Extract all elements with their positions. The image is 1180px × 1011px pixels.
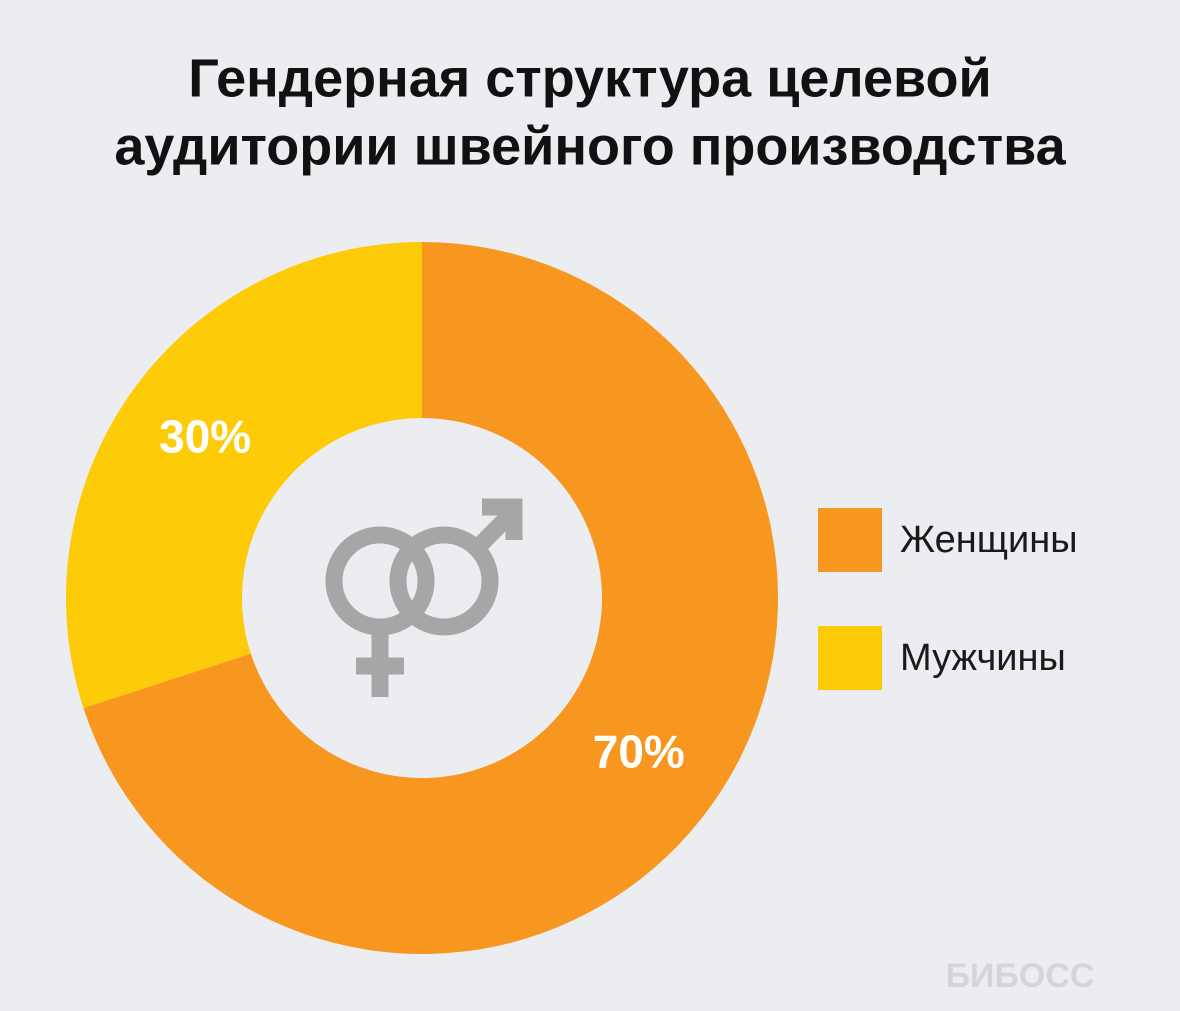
legend-label: Женщины (900, 519, 1078, 561)
watermark: БИБОСС (946, 957, 1095, 995)
legend-swatch (818, 508, 882, 572)
gender-icon (325, 498, 523, 697)
chart-title: аудитории швейного производства (114, 116, 1066, 176)
legend-swatch (818, 626, 882, 690)
value-label: 70% (593, 726, 685, 778)
donut-segment (65, 242, 423, 709)
value-label: 30% (159, 411, 251, 463)
legend-label: Мужчины (900, 637, 1066, 679)
chart-title: Гендерная структура целевой (188, 48, 991, 108)
donut-segment (83, 242, 778, 955)
